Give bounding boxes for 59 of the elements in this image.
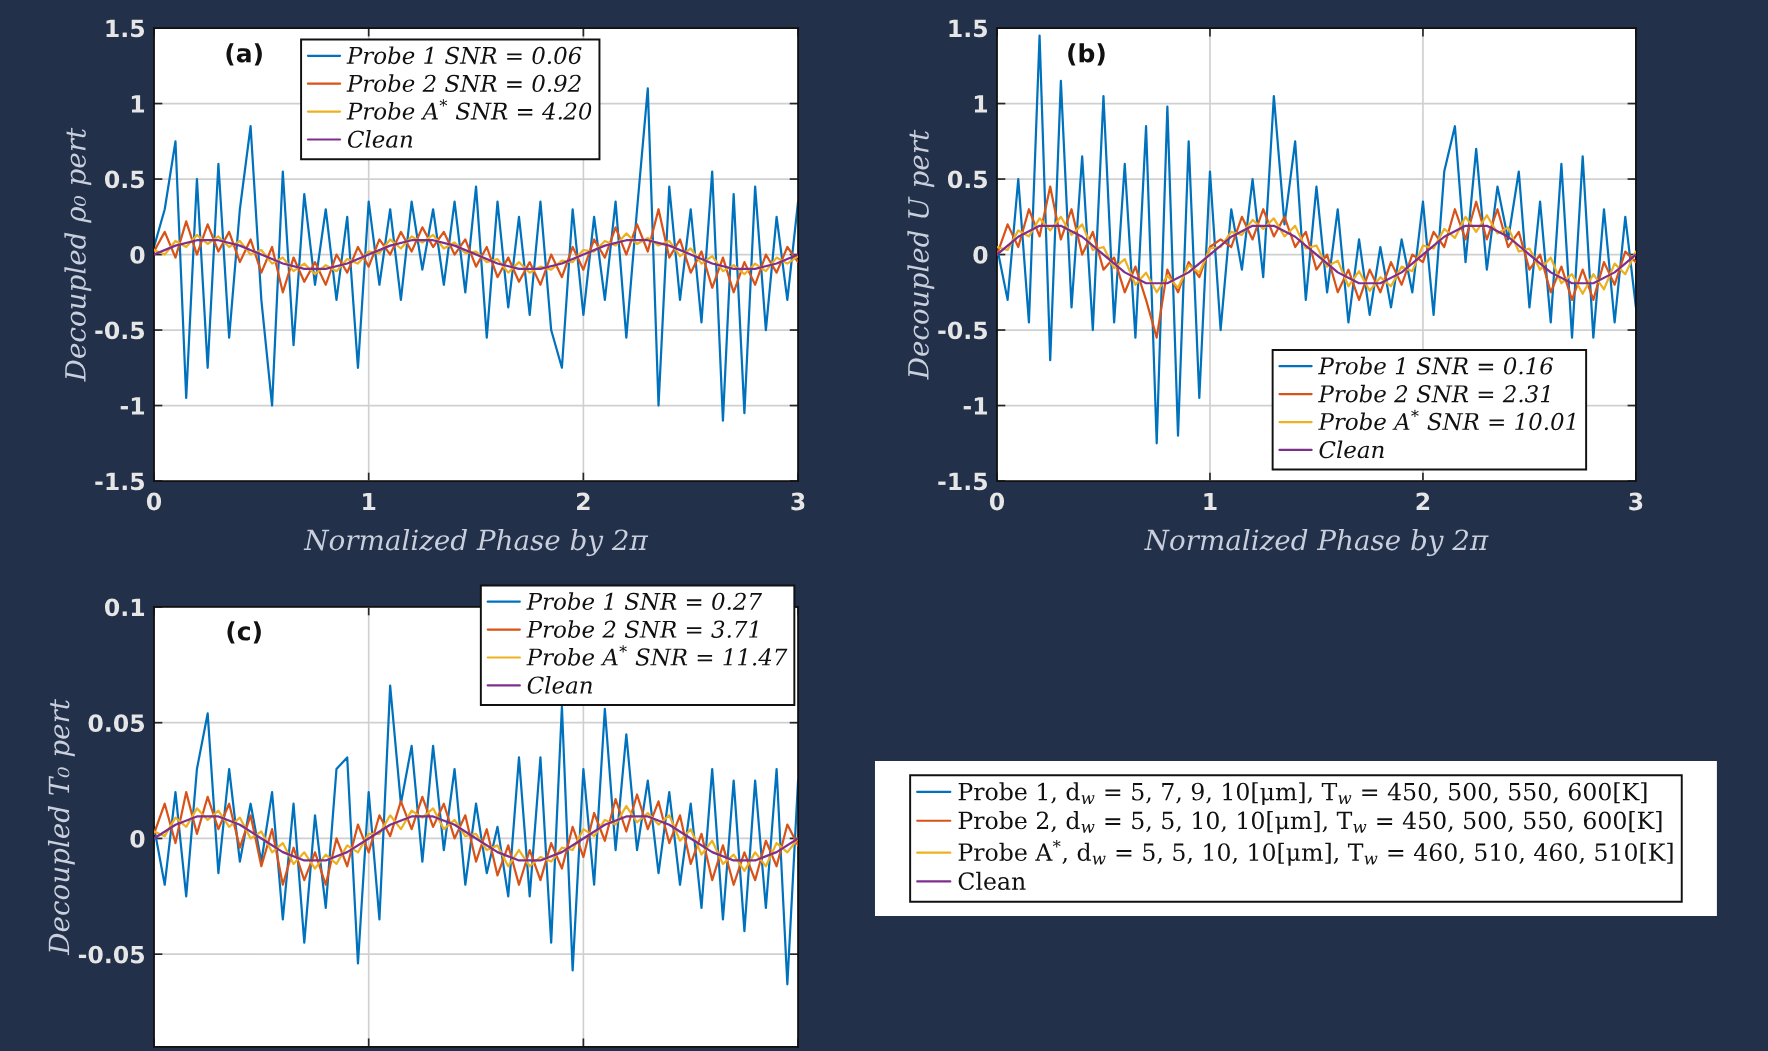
line-series [996,214,1636,295]
legend-label: Probe 2, d$_{w}$ = 5, 5, 10, 10[μm], T$_{w}$ = 450, 500, 550, 600[K] [958,811,1662,834]
y-tick-label: -0.5 [938,321,987,340]
legend-label: Probe 2 SNR = 2.31 [1318,384,1550,403]
y-tick-label: -1.5 [95,472,145,491]
y-tick-label: 0.5 [104,170,145,189]
y-tick-label: 1 [974,95,988,113]
y-tick-label: -1.5 [938,472,987,491]
y-tick-label: -1 [963,397,988,415]
y-axis-title: Decoupled ρ₀ pert [64,127,92,382]
legend-label: Probe 2 SNR = 0.92 [346,74,581,93]
x-tick-label: 0 [146,492,162,511]
legend-label: Probe A$^{*}$ SNR = 11.47 [526,645,788,666]
line-series [153,804,799,872]
line-series [996,224,1636,285]
y-tick-label: -1 [120,397,145,415]
legend-label: Probe 1, d$_{w}$ = 5, 7, 9, 10[μm], T$_{w}$ = 450, 500, 550, 600[K] [958,782,1647,806]
legend-label: Clean [958,871,1026,891]
x-tick-label: 1 [1204,492,1217,511]
annotation: (b) [1068,43,1105,66]
x-tick-label: 2 [1416,492,1430,511]
line-series [153,239,799,271]
y-tick-label: 0 [130,246,145,264]
annotation: (c) [227,621,261,644]
x-axis-title: Normalized Phase by 2π [303,528,649,557]
legend-label: Clean [527,676,592,694]
legend-label: Probe 1 SNR = 0.27 [526,592,762,611]
y-tick-label: 0.05 [88,714,145,733]
legend-label: Probe A$^{*}$, d$_{w}$ = 5, 5, 10, 10[μm], T$_{w}$ = 460, 510, 460, 510[K] [958,839,1673,866]
line-series [153,815,799,862]
y-tick-label: 1.5 [949,19,987,38]
line-series [153,208,799,294]
y-tick-label: -0.5 [95,321,145,340]
legend-label: Clean [1319,440,1384,459]
legend-label: Clean [347,130,413,148]
line-series [153,232,799,276]
line-series [996,185,1636,339]
y-axis-title: Decoupled T₀ pert [47,698,75,956]
x-axis-title: Normalized Phase by 2π [1144,528,1489,557]
y-tick-label: 1 [131,95,145,113]
legend-label: Probe 1 SNR = 0.06 [346,46,582,65]
legend-label: Probe A$^{*}$ SNR = 4.20 [346,99,592,120]
y-tick-label: -0.05 [78,945,145,964]
y-tick-label: 1.5 [106,19,145,38]
y-tick-label: 0.5 [947,170,987,189]
x-tick-label: 3 [1629,492,1643,511]
legend-label: Probe 1 SNR = 0.16 [1318,356,1554,375]
x-tick-label: 0 [989,492,1005,511]
x-tick-label: 2 [577,492,590,511]
annotation: (a) [226,43,262,66]
line-series [153,791,799,886]
legend-label: Probe 2 SNR = 3.71 [526,620,758,638]
y-axis-title: Decoupled U pert [907,129,935,380]
x-tick-label: 3 [791,492,805,511]
y-tick-label: 0.1 [104,598,145,617]
y-tick-label: 0 [130,829,145,848]
x-tick-label: 1 [363,492,376,511]
y-tick-label: 0 [973,246,988,264]
legend-label: Probe A$^{*}$ SNR = 10.01 [1318,409,1575,431]
